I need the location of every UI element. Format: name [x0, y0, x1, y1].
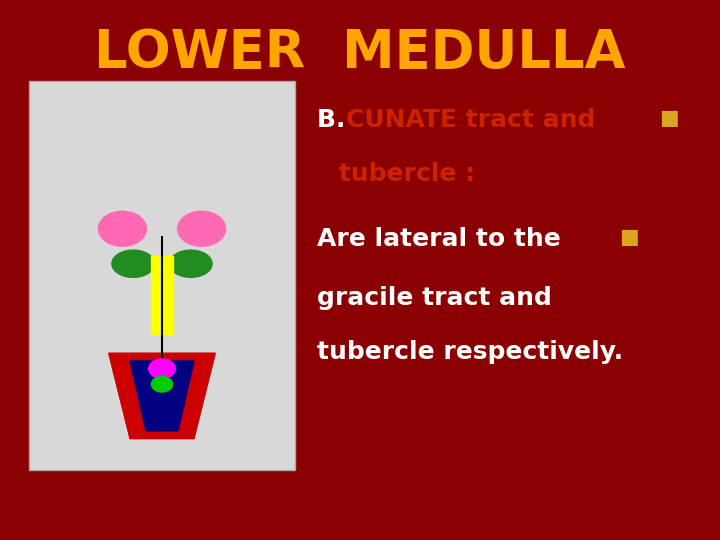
Polygon shape — [130, 361, 194, 431]
Ellipse shape — [169, 250, 212, 278]
Text: ■: ■ — [619, 227, 639, 247]
Text: CUNATE tract and: CUNATE tract and — [346, 108, 595, 132]
Ellipse shape — [112, 250, 155, 278]
Text: B.: B. — [317, 108, 354, 132]
Ellipse shape — [149, 359, 176, 379]
Text: LOWER  MEDULLA: LOWER MEDULLA — [94, 27, 626, 79]
Text: tubercle :: tubercle : — [330, 162, 474, 186]
Polygon shape — [109, 353, 215, 438]
Text: Are lateral to the: Are lateral to the — [317, 227, 561, 251]
Text: ■: ■ — [659, 108, 678, 128]
FancyBboxPatch shape — [29, 81, 295, 470]
Text: tubercle respectively.: tubercle respectively. — [317, 340, 623, 364]
Ellipse shape — [99, 211, 146, 246]
Ellipse shape — [178, 211, 225, 246]
Ellipse shape — [151, 376, 173, 392]
Text: gracile tract and: gracile tract and — [317, 286, 552, 310]
Bar — [151, 256, 173, 334]
